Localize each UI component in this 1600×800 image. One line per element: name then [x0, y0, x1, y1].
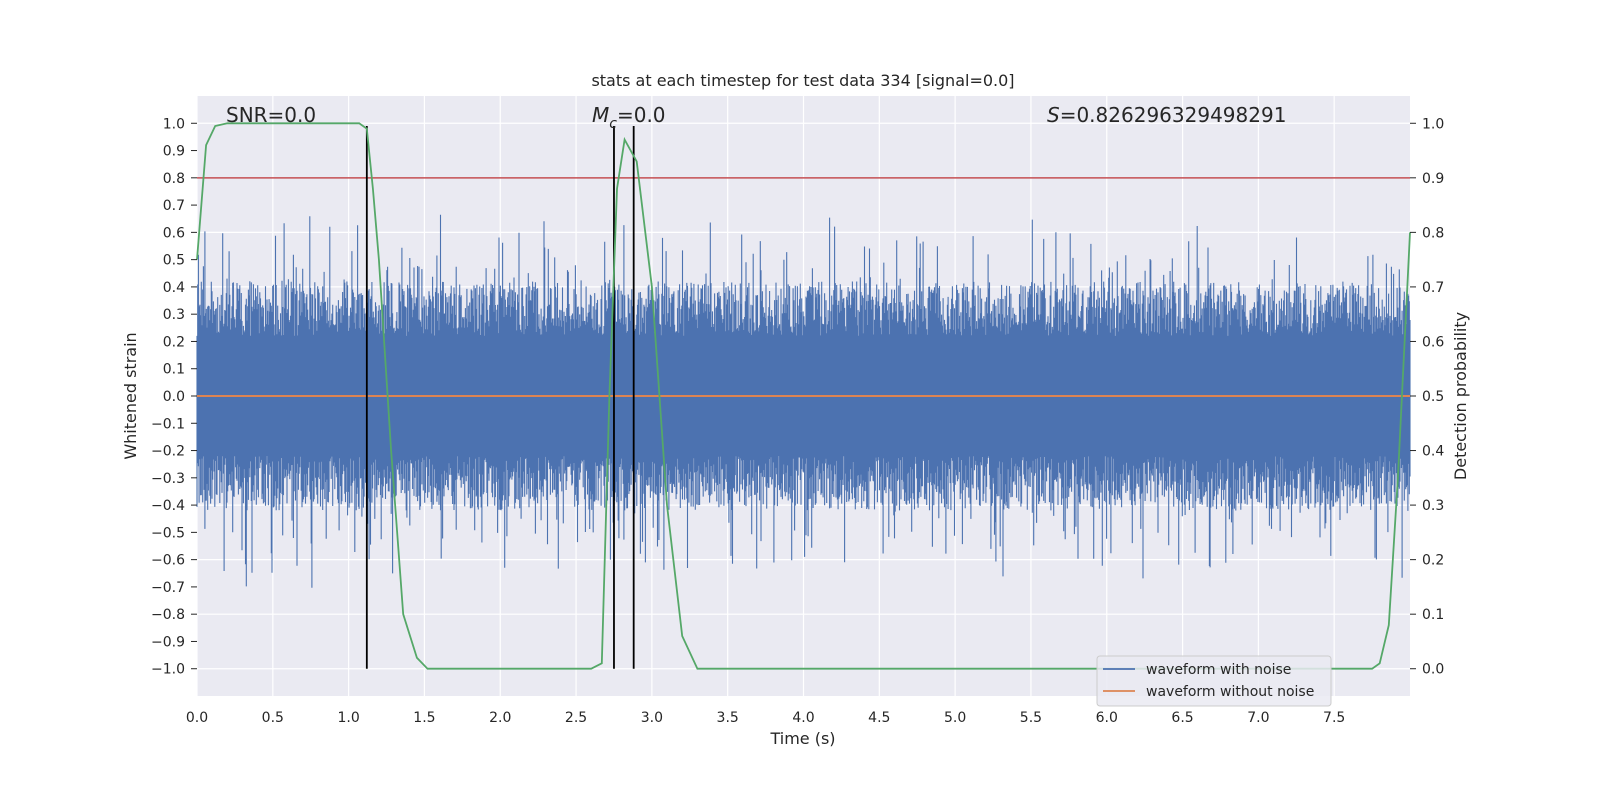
score-annotation: S=0.826296329498291 — [1047, 103, 1286, 127]
x-tick-label: 1.5 — [413, 710, 435, 726]
y-tick-label: −0.8 — [151, 607, 185, 623]
x-tick-label: 1.0 — [337, 710, 359, 726]
y2-tick-label: 0.4 — [1422, 444, 1444, 460]
y2-tick-label: 0.8 — [1422, 225, 1444, 241]
y2-tick-label: 0.7 — [1422, 280, 1444, 296]
y-tick-label: −0.7 — [151, 580, 185, 596]
score-symbol: S — [1047, 103, 1060, 127]
y2-tick-label: 0.3 — [1422, 498, 1444, 514]
y-tick-label: 0.6 — [163, 225, 185, 241]
y-tick-label: 0.3 — [163, 307, 185, 323]
chirp-mass-annotation: Mc=0.0 — [592, 103, 666, 132]
x-tick-label: 4.0 — [792, 710, 814, 726]
y-axis-label: Whitened strain — [121, 332, 140, 459]
y2-tick-label: 0.2 — [1422, 553, 1444, 569]
chirp-mass-subscript: c — [609, 116, 617, 132]
chart-title: stats at each timestep for test data 334… — [591, 71, 1014, 90]
y2-axis-ticks: 1.0 0.9 0.8 0.7 0.6 0.5 0.4 0.3 0.2 0.1 0.0 — [1410, 116, 1444, 678]
y-tick-label: 0.4 — [163, 280, 185, 296]
y-tick-label: 0.0 — [163, 389, 185, 405]
y2-tick-label: 0.9 — [1422, 171, 1444, 187]
y-tick-label: −0.2 — [151, 444, 185, 460]
y-tick-label: 0.7 — [163, 198, 185, 214]
y-tick-label: −0.9 — [151, 634, 185, 650]
y2-tick-label: 0.6 — [1422, 334, 1444, 350]
y-tick-label: −0.6 — [151, 553, 185, 569]
y-tick-label: −1.0 — [151, 662, 185, 678]
y-tick-label: 0.2 — [163, 334, 185, 350]
legend: waveform with noise waveform without noi… — [1096, 655, 1332, 707]
legend-label-clean: waveform without noise — [1146, 684, 1314, 700]
x-tick-label: 6.0 — [1096, 710, 1118, 726]
legend-box — [1096, 655, 1332, 707]
y2-tick-label: 0.1 — [1422, 607, 1444, 623]
x-tick-label: 5.0 — [944, 710, 966, 726]
y-tick-label: −0.3 — [151, 471, 185, 487]
y2-tick-label: 1.0 — [1422, 116, 1444, 132]
x-tick-label: 2.5 — [565, 710, 587, 726]
x-tick-label: 0.5 — [262, 710, 284, 726]
score-value: =0.826296329498291 — [1060, 103, 1287, 127]
chirp-mass-symbol: M — [592, 103, 609, 127]
x-axis-label: Time (s) — [769, 729, 835, 748]
x-axis-ticks: 0.0 0.5 1.0 1.5 2.0 2.5 3.0 3.5 4.0 4.5 5.0 5.5 6.0 6… — [186, 710, 1345, 726]
y-tick-label: −0.4 — [151, 498, 185, 514]
x-tick-label: 5.5 — [1020, 710, 1042, 726]
legend-label-noisy: waveform with noise — [1146, 662, 1291, 678]
x-tick-label: 0.0 — [186, 710, 208, 726]
y2-tick-label: 0.0 — [1422, 662, 1444, 678]
y-tick-label: 0.8 — [163, 171, 185, 187]
y2-axis-label: Detection probability — [1451, 312, 1470, 480]
x-tick-label: 3.5 — [717, 710, 739, 726]
x-tick-label: 6.5 — [1171, 710, 1193, 726]
y-tick-label: −0.5 — [151, 525, 185, 541]
y-tick-label: 0.9 — [163, 144, 185, 160]
chirp-mass-value: =0.0 — [617, 103, 666, 127]
y2-tick-label: 0.5 — [1422, 389, 1444, 405]
x-tick-label: 4.5 — [868, 710, 890, 726]
y-tick-label: −0.1 — [151, 416, 185, 432]
x-tick-label: 7.5 — [1323, 710, 1345, 726]
y-axis-ticks: 1.0 0.9 0.8 0.7 0.6 0.5 0.4 0.3 0.2 0.1 0.0 −0.1 −0.… — [151, 116, 197, 678]
x-tick-label: 3.0 — [641, 710, 663, 726]
x-tick-label: 2.0 — [489, 710, 511, 726]
x-tick-label: 7.0 — [1247, 710, 1269, 726]
y-tick-label: 0.1 — [163, 362, 185, 378]
detection-markers — [365, 126, 635, 669]
y-tick-label: 0.5 — [163, 253, 185, 269]
y-tick-label: 1.0 — [163, 116, 185, 132]
snr-annotation: SNR=0.0 — [226, 103, 316, 127]
